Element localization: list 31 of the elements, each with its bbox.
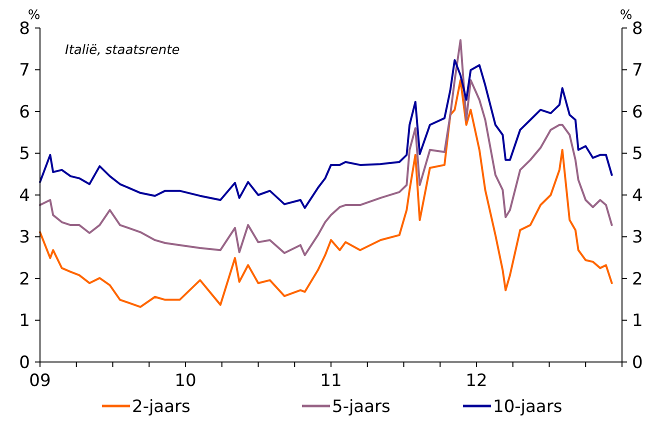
x-tick-label: 09 bbox=[29, 371, 51, 391]
y2-tick-label: 4 bbox=[632, 186, 643, 206]
y-tick-label: 3 bbox=[19, 228, 30, 248]
y2-tick-label: 8 bbox=[632, 18, 643, 39]
legend-label: 10-jaars bbox=[493, 397, 562, 417]
x-tick-label: 12 bbox=[466, 371, 488, 391]
y-tick-label: 1 bbox=[19, 311, 30, 332]
line-series bbox=[39, 59, 613, 209]
legend-label: 2-jaars bbox=[132, 397, 190, 417]
y2-tick-label: 5 bbox=[632, 144, 643, 164]
y-tick-label: 8 bbox=[19, 18, 30, 39]
y-tick-label: 6 bbox=[19, 102, 30, 122]
line-series bbox=[39, 39, 613, 256]
y-tick-label: 2 bbox=[19, 269, 30, 290]
y2-tick-label: 7 bbox=[632, 60, 643, 81]
x-tick-label: 10 bbox=[174, 371, 196, 391]
annotation: Italië, staatsrente bbox=[65, 43, 180, 58]
line-series bbox=[39, 79, 613, 308]
y2-tick-label: 3 bbox=[632, 228, 643, 248]
y-tick-label: 7 bbox=[19, 60, 30, 81]
y2-tick-label: 2 bbox=[632, 269, 643, 290]
y-axis-title: % bbox=[28, 8, 40, 23]
y2-tick-label: 0 bbox=[632, 352, 643, 373]
legend-label: 5-jaars bbox=[332, 397, 390, 417]
x-tick-label: 11 bbox=[320, 371, 342, 391]
y-tick-label: 4 bbox=[19, 186, 30, 206]
y2-tick-label: 6 bbox=[632, 102, 643, 122]
y2-tick-label: 1 bbox=[632, 311, 643, 332]
y-tick-label: 0 bbox=[19, 352, 30, 373]
y-tick-label: 5 bbox=[19, 144, 30, 164]
y2-axis-title: % bbox=[620, 8, 632, 23]
